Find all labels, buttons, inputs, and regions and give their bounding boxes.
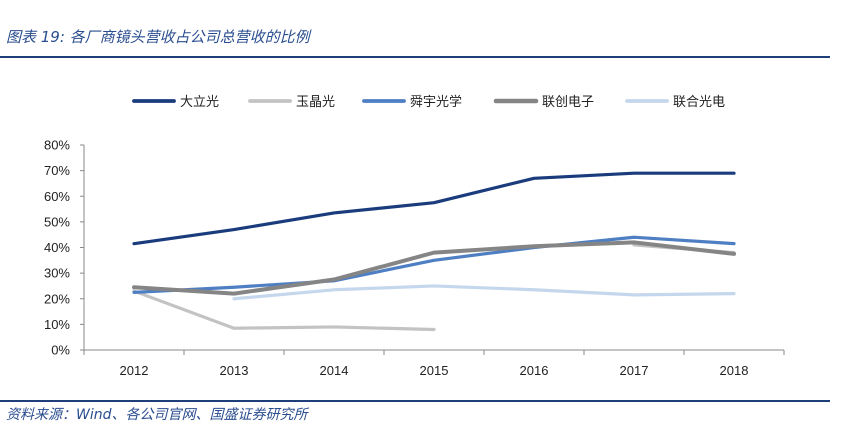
x-tick-label: 2017 xyxy=(620,363,649,378)
top-divider xyxy=(0,56,830,58)
y-tick-label: 60% xyxy=(44,189,70,204)
series-line-3 xyxy=(132,235,736,294)
legend-label-1: 大立光 xyxy=(180,95,219,110)
legend-label-2: 玉晶光 xyxy=(296,95,335,110)
chart-title: 图表 19: 各厂商镜头营收占公司总营收的比例 xyxy=(6,28,310,46)
y-tick-label: 10% xyxy=(44,317,70,332)
x-tick-label: 2012 xyxy=(120,363,149,378)
legend-label-4: 联创电子 xyxy=(542,95,594,110)
bottom-divider xyxy=(0,400,830,402)
x-tick-label: 2014 xyxy=(320,363,349,378)
series-line-5 xyxy=(232,284,736,301)
x-axis: 2012 2013 2014 2015 2016 2017 2018 xyxy=(83,349,785,378)
y-tick-label: 40% xyxy=(44,240,70,255)
x-tick-label: 2015 xyxy=(420,363,449,378)
source-note: 资料来源：Wind、各公司官网、国盛证券研究所 xyxy=(6,407,308,423)
y-tick-label: 70% xyxy=(44,163,70,178)
y-tick-label: 50% xyxy=(44,214,70,229)
x-tick-label: 2018 xyxy=(720,363,749,378)
y-tick-label: 20% xyxy=(44,291,70,306)
series-line-4 xyxy=(132,240,736,296)
legend: 大立光 玉晶光 舜宇光学 联创电子 联合光电 xyxy=(132,94,725,110)
legend-label-5: 联合光电 xyxy=(673,95,725,110)
y-tick-label: 80% xyxy=(44,138,70,153)
y-tick-label: 30% xyxy=(44,266,70,281)
x-tick-label: 2016 xyxy=(520,363,549,378)
series-line-2 xyxy=(132,289,436,332)
y-tick-label: 0% xyxy=(51,343,70,358)
legend-label-3: 舜宇光学 xyxy=(410,94,462,110)
x-tick-label: 2013 xyxy=(220,363,249,378)
series-line-1 xyxy=(132,171,736,246)
plot-area xyxy=(132,171,736,332)
y-axis: 0% 10% 20% 30% 40% 50% 60% 70% 80% xyxy=(44,138,85,358)
